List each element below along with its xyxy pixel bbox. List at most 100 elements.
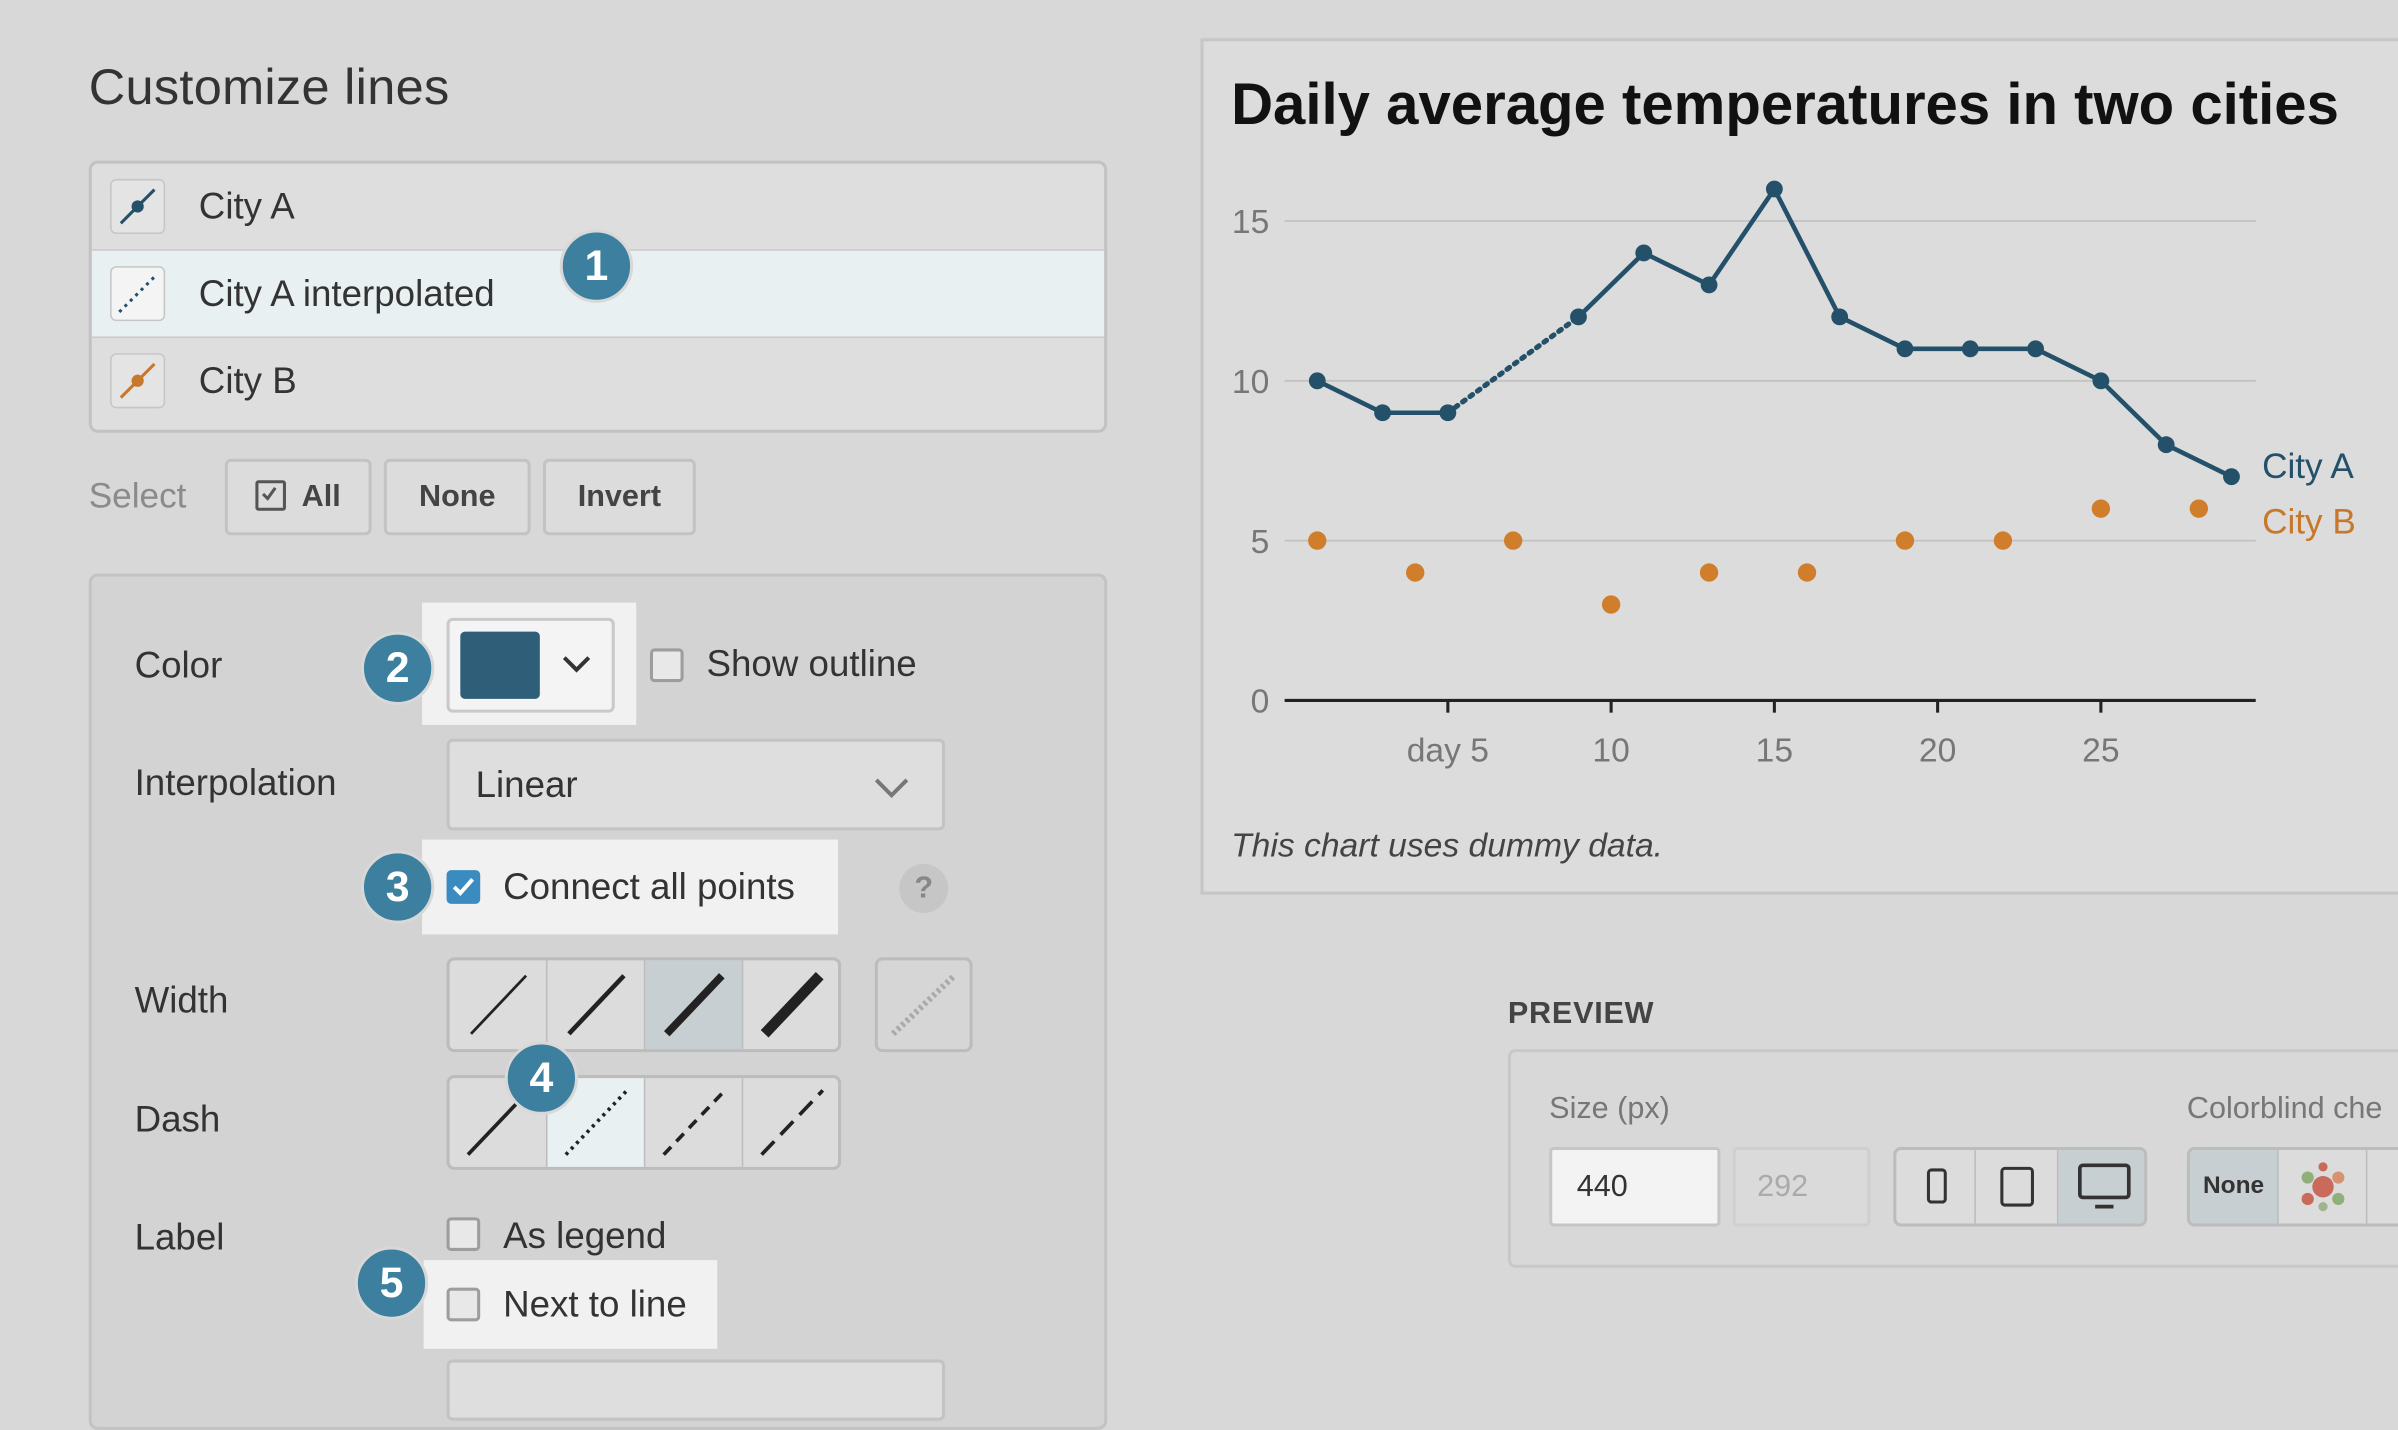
width-option-4[interactable] bbox=[743, 960, 841, 1049]
line-chart: 0 5 10 15 day 5 10 15 20 25 City A City B bbox=[1201, 153, 2398, 795]
color-label: Color bbox=[135, 645, 223, 688]
connect-all-points-label: Connect all points bbox=[503, 867, 795, 910]
colorblind-option[interactable] bbox=[2367, 1150, 2398, 1223]
x-tick-label: 10 bbox=[1592, 733, 1629, 770]
callout-badge-2: 2 bbox=[361, 632, 434, 705]
line-marker-icon bbox=[110, 179, 165, 234]
width-custom-button[interactable] bbox=[875, 957, 973, 1052]
callout-badge-5: 5 bbox=[355, 1246, 428, 1319]
colorblind-selector[interactable]: None bbox=[2187, 1147, 2398, 1227]
width-option-1[interactable] bbox=[450, 960, 548, 1049]
city-a-point bbox=[1766, 181, 1783, 198]
city-a-point bbox=[2027, 340, 2044, 357]
select-none-button[interactable]: None bbox=[384, 459, 531, 535]
chart-title: Daily average temperatures in two cities bbox=[1231, 73, 2339, 139]
city-b-point bbox=[2092, 499, 2110, 517]
width-label: Width bbox=[135, 980, 229, 1023]
city-a-point bbox=[2092, 372, 2109, 389]
color-swatch bbox=[460, 632, 540, 699]
chevron-down-icon bbox=[872, 775, 912, 799]
label-label: Label bbox=[135, 1217, 225, 1260]
city-a-point bbox=[1635, 245, 1652, 262]
interpolation-select[interactable]: Linear bbox=[447, 739, 946, 831]
width-option-2[interactable] bbox=[547, 960, 645, 1049]
size-label: Size (px) bbox=[1549, 1092, 1670, 1127]
checkbox-icon bbox=[256, 480, 287, 511]
x-tick-label: 15 bbox=[1756, 733, 1793, 770]
dotted-line-icon bbox=[110, 266, 165, 321]
page-title: Customize lines bbox=[89, 58, 450, 116]
colorblind-label: Colorblind che bbox=[2187, 1092, 2383, 1127]
city-b-point bbox=[1308, 531, 1326, 549]
dash-option-dashed[interactable] bbox=[645, 1078, 743, 1167]
city-a-point bbox=[1897, 340, 1914, 357]
interpolation-label: Interpolation bbox=[135, 763, 337, 806]
help-icon[interactable]: ? bbox=[899, 864, 948, 913]
city-b-point bbox=[2190, 499, 2208, 517]
city-a-line-segment bbox=[1578, 189, 2231, 477]
as-legend-label: As legend bbox=[503, 1216, 666, 1259]
x-tick-label: 20 bbox=[1919, 733, 1956, 770]
city-b-point bbox=[1700, 563, 1718, 581]
colorblind-dots-icon[interactable] bbox=[2279, 1150, 2368, 1223]
callout-badge-1: 1 bbox=[560, 229, 633, 302]
line-item-label: City A bbox=[199, 187, 295, 230]
city-b-point bbox=[1798, 563, 1816, 581]
line-item-label: City B bbox=[199, 361, 297, 404]
phone-icon[interactable] bbox=[1896, 1150, 1976, 1223]
colorblind-none-option[interactable]: None bbox=[2190, 1150, 2279, 1223]
city-a-point bbox=[1374, 404, 1391, 421]
x-tick-label: day 5 bbox=[1407, 733, 1489, 770]
city-a-label: City A bbox=[2262, 447, 2354, 486]
dash-label: Dash bbox=[135, 1100, 221, 1143]
city-a-point bbox=[1831, 308, 1848, 325]
interpolation-value: Linear bbox=[476, 765, 578, 808]
city-b-point bbox=[1602, 595, 1620, 613]
label-position-select[interactable] bbox=[447, 1360, 946, 1421]
connect-all-points-checkbox[interactable] bbox=[447, 870, 481, 904]
city-b-point bbox=[1994, 531, 2012, 549]
show-outline-checkbox[interactable] bbox=[650, 648, 684, 682]
y-tick-label: 15 bbox=[1232, 204, 1269, 241]
select-all-label: All bbox=[302, 480, 341, 514]
city-a-point bbox=[1962, 340, 1979, 357]
width-option-3[interactable] bbox=[645, 960, 743, 1049]
width-input[interactable] bbox=[1549, 1147, 1720, 1227]
city-a-point bbox=[1570, 308, 1587, 325]
city-a-point bbox=[1439, 404, 1456, 421]
city-b-point bbox=[1504, 531, 1522, 549]
chart-note: This chart uses dummy data. bbox=[1231, 826, 1663, 866]
line-marker-icon bbox=[110, 353, 165, 408]
city-b-point bbox=[1896, 531, 1914, 549]
as-legend-checkbox[interactable] bbox=[447, 1217, 481, 1251]
city-a-point bbox=[2158, 436, 2175, 453]
select-all-button[interactable]: All bbox=[225, 459, 372, 535]
tablet-icon[interactable] bbox=[1976, 1150, 2059, 1223]
y-tick-label: 10 bbox=[1232, 364, 1269, 401]
city-b-label: City B bbox=[2262, 502, 2356, 541]
dash-option-long-dash[interactable] bbox=[743, 1078, 841, 1167]
next-to-line-label: Next to line bbox=[503, 1285, 687, 1328]
select-invert-button[interactable]: Invert bbox=[543, 459, 696, 535]
show-outline-label: Show outline bbox=[707, 644, 917, 687]
width-selector[interactable] bbox=[447, 957, 842, 1052]
city-a-point bbox=[1309, 372, 1326, 389]
line-item-label: City A interpolated bbox=[199, 274, 495, 317]
line-item-city-b[interactable]: City B bbox=[92, 338, 1104, 425]
callout-badge-3: 3 bbox=[361, 850, 434, 923]
preview-title: PREVIEW bbox=[1508, 997, 1654, 1032]
y-tick-label: 5 bbox=[1251, 524, 1270, 561]
device-selector[interactable] bbox=[1893, 1147, 2147, 1227]
desktop-icon[interactable] bbox=[2058, 1150, 2147, 1223]
checkmark-icon bbox=[450, 873, 478, 901]
next-to-line-checkbox[interactable] bbox=[447, 1288, 481, 1322]
city-a-point bbox=[2223, 468, 2240, 485]
color-picker[interactable] bbox=[447, 618, 615, 713]
height-input[interactable] bbox=[1733, 1147, 1871, 1227]
city-b-point bbox=[1406, 563, 1424, 581]
city-a-point bbox=[1701, 276, 1718, 293]
callout-badge-4: 4 bbox=[505, 1041, 578, 1114]
x-tick-label: 25 bbox=[2082, 733, 2119, 770]
select-label: Select bbox=[89, 476, 187, 517]
y-tick-label: 0 bbox=[1251, 684, 1270, 721]
